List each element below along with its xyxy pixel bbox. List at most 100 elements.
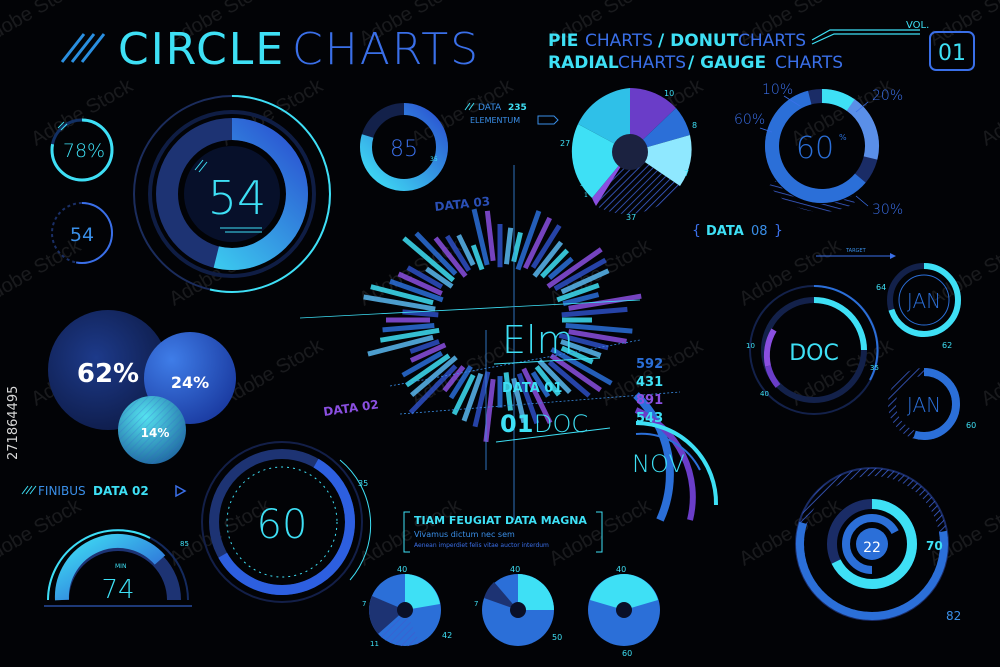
gauge-value: 74 <box>101 575 134 605</box>
elementum-label: ELEMENTUM <box>470 116 520 125</box>
data08-brace-left-icon: { <box>692 223 701 239</box>
burst-ray <box>367 334 434 357</box>
big-ring-54-value: 54 <box>208 171 267 225</box>
doc-number: 01 <box>500 410 533 438</box>
burst-ray <box>568 329 627 344</box>
burst-ray <box>389 278 444 303</box>
burst-guide-lines <box>299 165 681 520</box>
small-pie-2-left: 7 <box>474 600 478 608</box>
concentric-ring-value: 22 <box>863 540 881 556</box>
small-pie-3-top: 40 <box>616 565 626 574</box>
title-charts: CHARTS <box>292 24 480 75</box>
ring-60-value: 60 <box>257 502 308 548</box>
pie-label-37: 37 <box>626 213 636 222</box>
ring-85: 85 35 <box>360 103 448 191</box>
subtitle-radial: RADIAL <box>548 53 619 73</box>
burst-ray <box>547 256 574 280</box>
gauge-min-label: MIN <box>115 563 126 570</box>
caption-title: TIAM FEUGIAT DATA MAGNA <box>414 514 587 527</box>
data08-number: 08 <box>751 224 768 239</box>
header-connector-lines <box>811 29 920 45</box>
big-ring-54: 54 <box>133 95 331 293</box>
ring-60: 35 60 <box>201 441 372 603</box>
data235-prefix: DATA <box>478 103 502 113</box>
burst-ray <box>503 227 514 265</box>
header-slash-icon <box>60 33 106 63</box>
radial-burst-chart <box>363 208 642 443</box>
doc-gauge-tick-35: 35 <box>870 364 879 372</box>
finibus-text: FINIBUS <box>38 484 86 498</box>
small-pie-3-bottom-right: 60 <box>622 649 632 658</box>
nov-number-list: 592 431 891 543 <box>636 357 663 426</box>
jan-ring-bottom-label: JAN <box>907 393 941 417</box>
stock-id-vertical: 271864495 <box>6 386 21 460</box>
concentric-ring-value-70: 70 <box>926 539 943 553</box>
pie-chart-top: 10 8 7 37 3 1 27 <box>560 88 697 222</box>
burst-ray <box>560 268 610 295</box>
burst-ray <box>521 367 553 424</box>
burst-ray <box>484 210 496 262</box>
gauge-max: 85 <box>180 540 189 548</box>
doc-word: DOC <box>534 410 588 438</box>
pie-label-27: 27 <box>560 139 570 148</box>
watermark-text: Adobe Stock <box>977 74 1000 150</box>
caption-subtitle: Vivamus dictum nec sem <box>414 530 515 539</box>
ring-54-small-label: 54 <box>70 224 94 246</box>
jan-ring-top-value-b: 62 <box>942 341 952 350</box>
small-pie-1: 40 7 11 42 <box>362 565 452 648</box>
concentric-ring-value-82: 82 <box>946 609 961 623</box>
vol-number: 01 <box>938 41 966 66</box>
burst-ray <box>549 353 602 393</box>
burst-ray <box>568 293 642 311</box>
vol-box <box>929 31 975 71</box>
bubble-14-label: 14% <box>141 426 170 440</box>
burst-ray <box>379 327 440 343</box>
burst-ray <box>540 248 570 279</box>
burst-ray <box>516 372 540 425</box>
data235-number: 235 <box>508 103 527 113</box>
pie-label-8: 8 <box>692 121 697 130</box>
small-pie-1-top: 40 <box>397 565 407 574</box>
finibus-label-row: FINIBUS DATA 02 <box>21 484 187 498</box>
burst-ray <box>553 257 607 292</box>
watermark-text: Adobe Stock <box>0 0 86 50</box>
burst-ray <box>511 377 527 424</box>
burst-ray <box>408 364 458 415</box>
burst-ray <box>406 265 444 290</box>
donut-60-unit: % <box>839 133 847 142</box>
pie-label-10: 10 <box>664 89 674 98</box>
nov-value-1: 592 <box>636 357 663 372</box>
small-pie-1-left: 7 <box>362 600 366 608</box>
subtitle-charts-3: CHARTS <box>618 53 686 73</box>
title-circle: CIRCLE <box>118 24 285 75</box>
burst-ray <box>448 365 473 400</box>
data08-label: { DATA 08 } <box>692 223 783 239</box>
jan-ring-top-label: JAN <box>907 289 941 313</box>
bubble-24-label: 24% <box>171 373 209 392</box>
data01-label: DATA 01 <box>502 381 562 396</box>
jan-ring-top: JAN 64 62 <box>876 263 961 350</box>
burst-ray <box>560 345 594 365</box>
doc-gauge: DOC 10 40 35 <box>746 285 879 415</box>
subtitle-charts-1: CHARTS <box>585 31 653 51</box>
ring-85-tick: 35 <box>430 156 438 163</box>
burst-ray <box>530 371 551 398</box>
burst-ray <box>442 365 466 393</box>
burst-ray <box>483 378 496 443</box>
donut-pct-30: 30% <box>872 202 903 218</box>
burst-ray <box>560 339 602 358</box>
target-label: TARGET <box>845 248 867 254</box>
data235-label: DATA 235 ELEMENTUM <box>464 102 559 125</box>
data08-prefix: DATA <box>706 224 744 239</box>
bubble-62-label: 62% <box>77 359 139 389</box>
gauge-74: 85 MIN 74 <box>44 529 192 607</box>
subtitle-charts-4: CHARTS <box>775 53 843 73</box>
donut-pct-10: 10% <box>762 82 793 98</box>
caption-block: TIAM FEUGIAT DATA MAGNA Vivamus dictum n… <box>403 511 603 553</box>
burst-ray <box>547 360 591 398</box>
burst-ray <box>382 323 435 333</box>
ring-60-tick: 35 <box>358 479 368 488</box>
burst-ray <box>402 236 455 283</box>
ring-85-value: 85 <box>390 137 418 162</box>
